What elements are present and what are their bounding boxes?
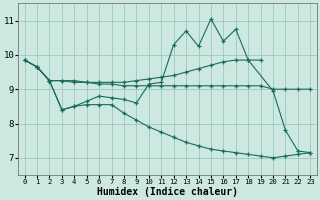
X-axis label: Humidex (Indice chaleur): Humidex (Indice chaleur) (97, 186, 238, 197)
